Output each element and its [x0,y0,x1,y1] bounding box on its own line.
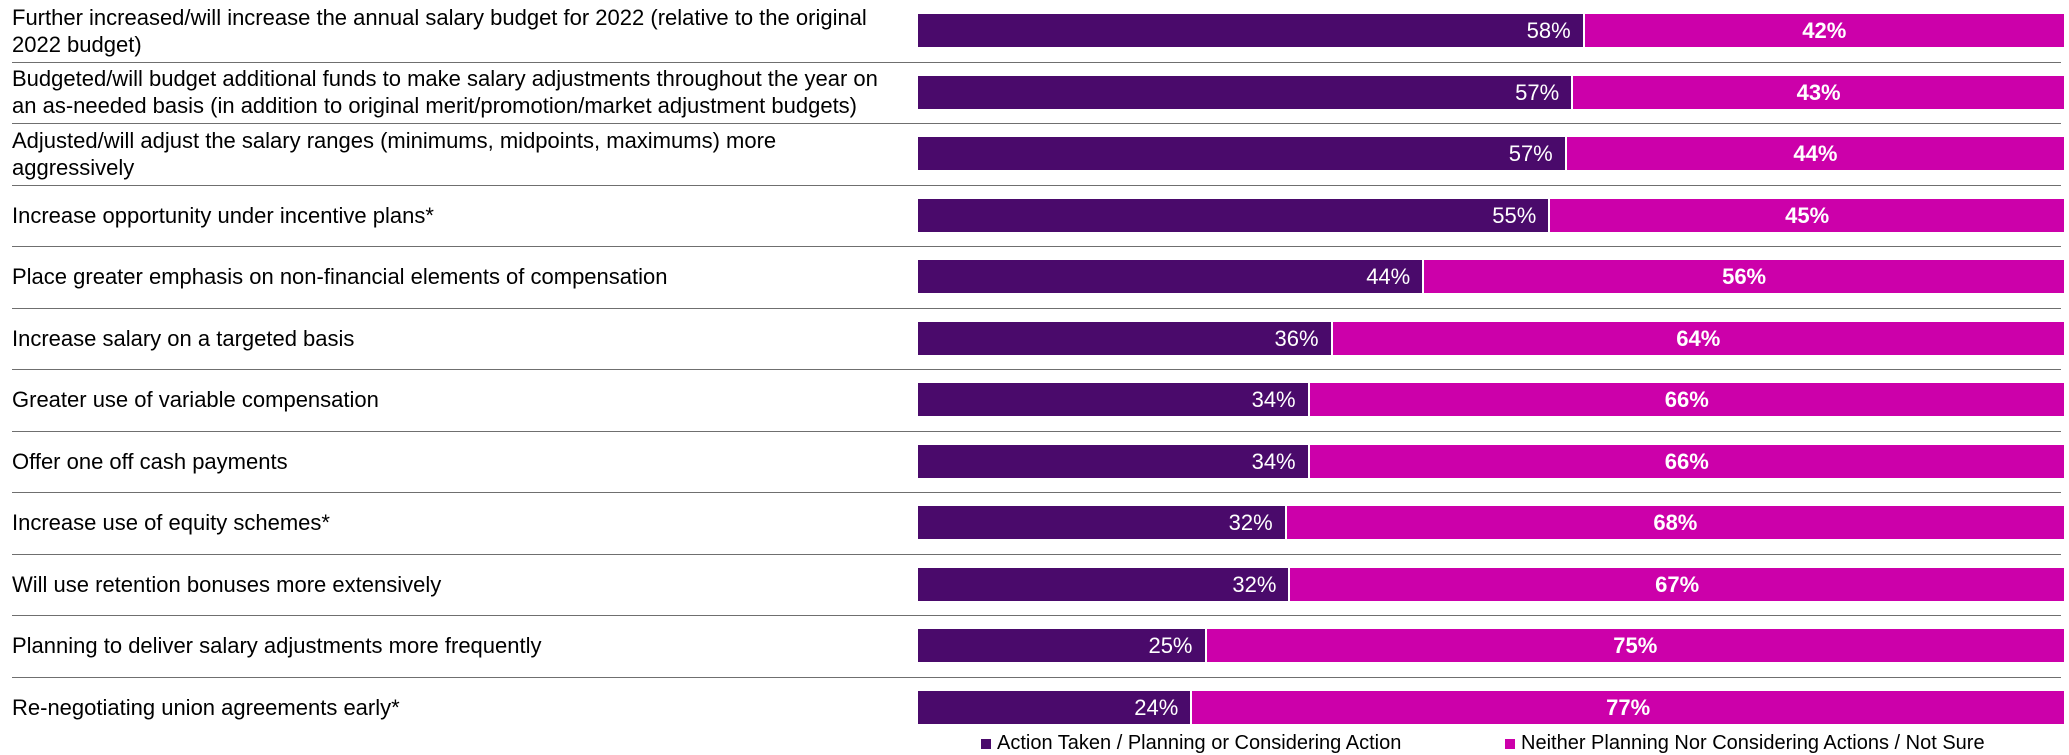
chart-row: Place greater emphasis on non-financial … [0,246,2069,307]
bar-segment-not-sure: 44% [1564,137,2064,170]
row-divider [12,123,2061,124]
stacked-bar: 55% 45% [918,198,2064,232]
category-label-text: Planning to deliver salary adjustments m… [12,633,542,658]
category-label-text: Adjusted/will adjust the salary ranges (… [12,127,777,180]
bar-segment-action-taken: 25% [918,629,1205,662]
bar-segment-action-taken: 44% [918,260,1423,293]
bar-segment-not-sure: 45% [1548,198,2064,232]
bar-segment-not-sure: 67% [1288,567,2064,601]
legend-swatch-not-sure [1505,738,1515,749]
bar-segment-action-taken: 24% [918,690,1191,724]
bar-segment-action-taken: 32% [918,567,1289,601]
category-label-text: Greater use of variable compensation [12,387,379,412]
category-label: Offer one off cash payments [12,431,902,492]
chart-row: Re-negotiating union agreements early* 24… [0,677,2069,738]
bar-segment-not-sure: 42% [1582,14,2064,47]
category-label-text: Increase opportunity under incentive pla… [12,202,434,228]
legend-item-action-taken: Action Taken / Planning or Considering A… [981,732,1401,755]
chart-row: Increase salary on a targeted basis 36% 64… [0,308,2069,369]
legend-swatch-action-taken [981,738,991,749]
category-label-text: Further increased/will increase the annu… [12,4,867,57]
bar-segment-action-taken: 36% [918,321,1331,355]
category-label: Planning to deliver salary adjustments m… [12,615,902,676]
legend-label-not-sure: Neither Planning Nor Considering Actions… [1521,732,1985,754]
bar-segment-not-sure: 56% [1422,260,2064,293]
stacked-bar: 32% 68% [918,506,2064,539]
category-label: Place greater emphasis on non-financial … [12,246,902,307]
stacked-bar: 34% 66% [918,383,2064,416]
row-divider [12,676,2061,678]
category-label: Increase opportunity under incentive pla… [12,185,902,246]
bar-segment-not-sure: 68% [1284,506,2064,539]
bar-segment-action-taken: 55% [918,198,1549,232]
chart-row: Increase opportunity under incentive pla… [0,185,2069,246]
category-label-text: Budgeted/will budget additional funds to… [12,66,878,118]
row-divider [12,369,2061,370]
chart-row: Offer one off cash payments 34% 66% [0,431,2069,492]
chart-row: Planning to deliver salary adjustments m… [0,615,2069,676]
stacked-bar: 57% 43% [918,75,2064,109]
bar-segment-not-sure: 43% [1571,75,2064,109]
stacked-bar: 32% 67% [918,567,2064,601]
category-label-text: Offer one off cash payments [12,448,288,474]
chart-row: Increase use of equity schemes* 32% 68% [0,492,2069,553]
category-label-text: Re-negotiating union agreements early* [12,694,400,720]
stacked-bar: 57% 44% [918,137,2064,170]
bar-segment-not-sure: 77% [1190,690,2064,724]
category-label: Greater use of variable compensation [12,369,902,430]
stacked-bar: 25% 75% [918,629,2064,662]
bar-segment-action-taken: 32% [918,506,1285,539]
category-label: Budgeted/will budget additional funds to… [12,62,902,123]
bar-segment-not-sure: 66% [1307,444,2064,478]
chart-row: Adjusted/will adjust the salary ranges (… [0,123,2069,184]
row-divider [12,492,2061,493]
stacked-bar: 36% 64% [918,321,2064,355]
bar-segment-action-taken: 34% [918,444,1308,478]
stacked-bar: 58% 42% [918,14,2064,47]
category-label: Further increased/will increase the annu… [12,0,902,61]
category-label: Re-negotiating union agreements early* [12,677,902,738]
bar-segment-not-sure: 75% [1204,629,2064,662]
chart-row: Greater use of variable compensation 34% 6… [0,369,2069,430]
row-divider [12,184,2061,186]
bar-segment-action-taken: 58% [918,14,1583,47]
legend-item-not-sure: Neither Planning Nor Considering Actions… [1505,732,1985,755]
category-label-text: Will use retention bonuses more extensiv… [12,571,442,597]
legend-label-action-taken: Action Taken / Planning or Considering A… [997,732,1402,754]
row-divider [12,307,2061,309]
category-label: Adjusted/will adjust the salary ranges (… [12,123,902,184]
bar-segment-not-sure: 66% [1307,383,2064,416]
row-divider [12,553,2061,555]
row-divider [12,430,2061,432]
bar-segment-action-taken: 34% [918,383,1308,416]
stacked-bar: 44% 56% [918,260,2064,293]
category-label-text: Increase use of equity schemes* [12,510,330,535]
row-divider [12,615,2061,616]
category-label: Increase use of equity schemes* [12,492,902,553]
category-label: Increase salary on a targeted basis [12,308,902,369]
chart-row: Further increased/will increase the annu… [0,0,2069,61]
bar-segment-not-sure: 64% [1330,321,2064,355]
stacked-bar: 34% 66% [918,444,2064,478]
row-divider [12,246,2061,247]
chart-row: Will use retention bonuses more extensiv… [0,554,2069,615]
stacked-bar: 24% 77% [918,690,2064,724]
category-label-text: Increase salary on a targeted basis [12,325,355,351]
bar-segment-action-taken: 57% [918,75,1572,109]
bar-segment-action-taken: 57% [918,137,1565,170]
category-label-text: Place greater emphasis on non-financial … [12,264,668,289]
row-divider [12,61,2061,63]
category-label: Will use retention bonuses more extensiv… [12,554,902,615]
chart-row: Budgeted/will budget additional funds to… [0,62,2069,123]
